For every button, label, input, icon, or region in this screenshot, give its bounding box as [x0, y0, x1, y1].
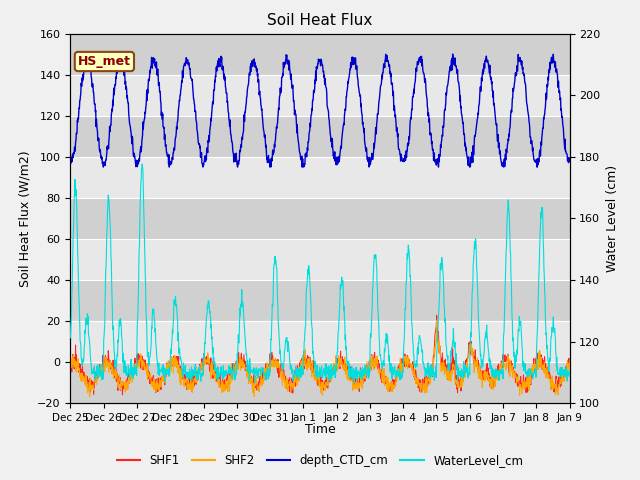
- Bar: [70, 157, 570, 198]
- Bar: [70, 280, 570, 321]
- Bar: [70, 362, 570, 403]
- Title: Soil Heat Flux: Soil Heat Flux: [268, 13, 372, 28]
- Bar: [70, 321, 570, 362]
- Y-axis label: Water Level (cm): Water Level (cm): [606, 165, 619, 272]
- Bar: [70, 75, 570, 116]
- Bar: [70, 198, 570, 239]
- X-axis label: Time: Time: [305, 423, 335, 436]
- Y-axis label: Soil Heat Flux (W/m2): Soil Heat Flux (W/m2): [19, 150, 31, 287]
- Bar: [70, 239, 570, 280]
- Legend: SHF1, SHF2, depth_CTD_cm, WaterLevel_cm: SHF1, SHF2, depth_CTD_cm, WaterLevel_cm: [112, 449, 528, 472]
- Bar: [70, 116, 570, 157]
- Bar: [70, 34, 570, 75]
- Text: HS_met: HS_met: [78, 55, 131, 68]
